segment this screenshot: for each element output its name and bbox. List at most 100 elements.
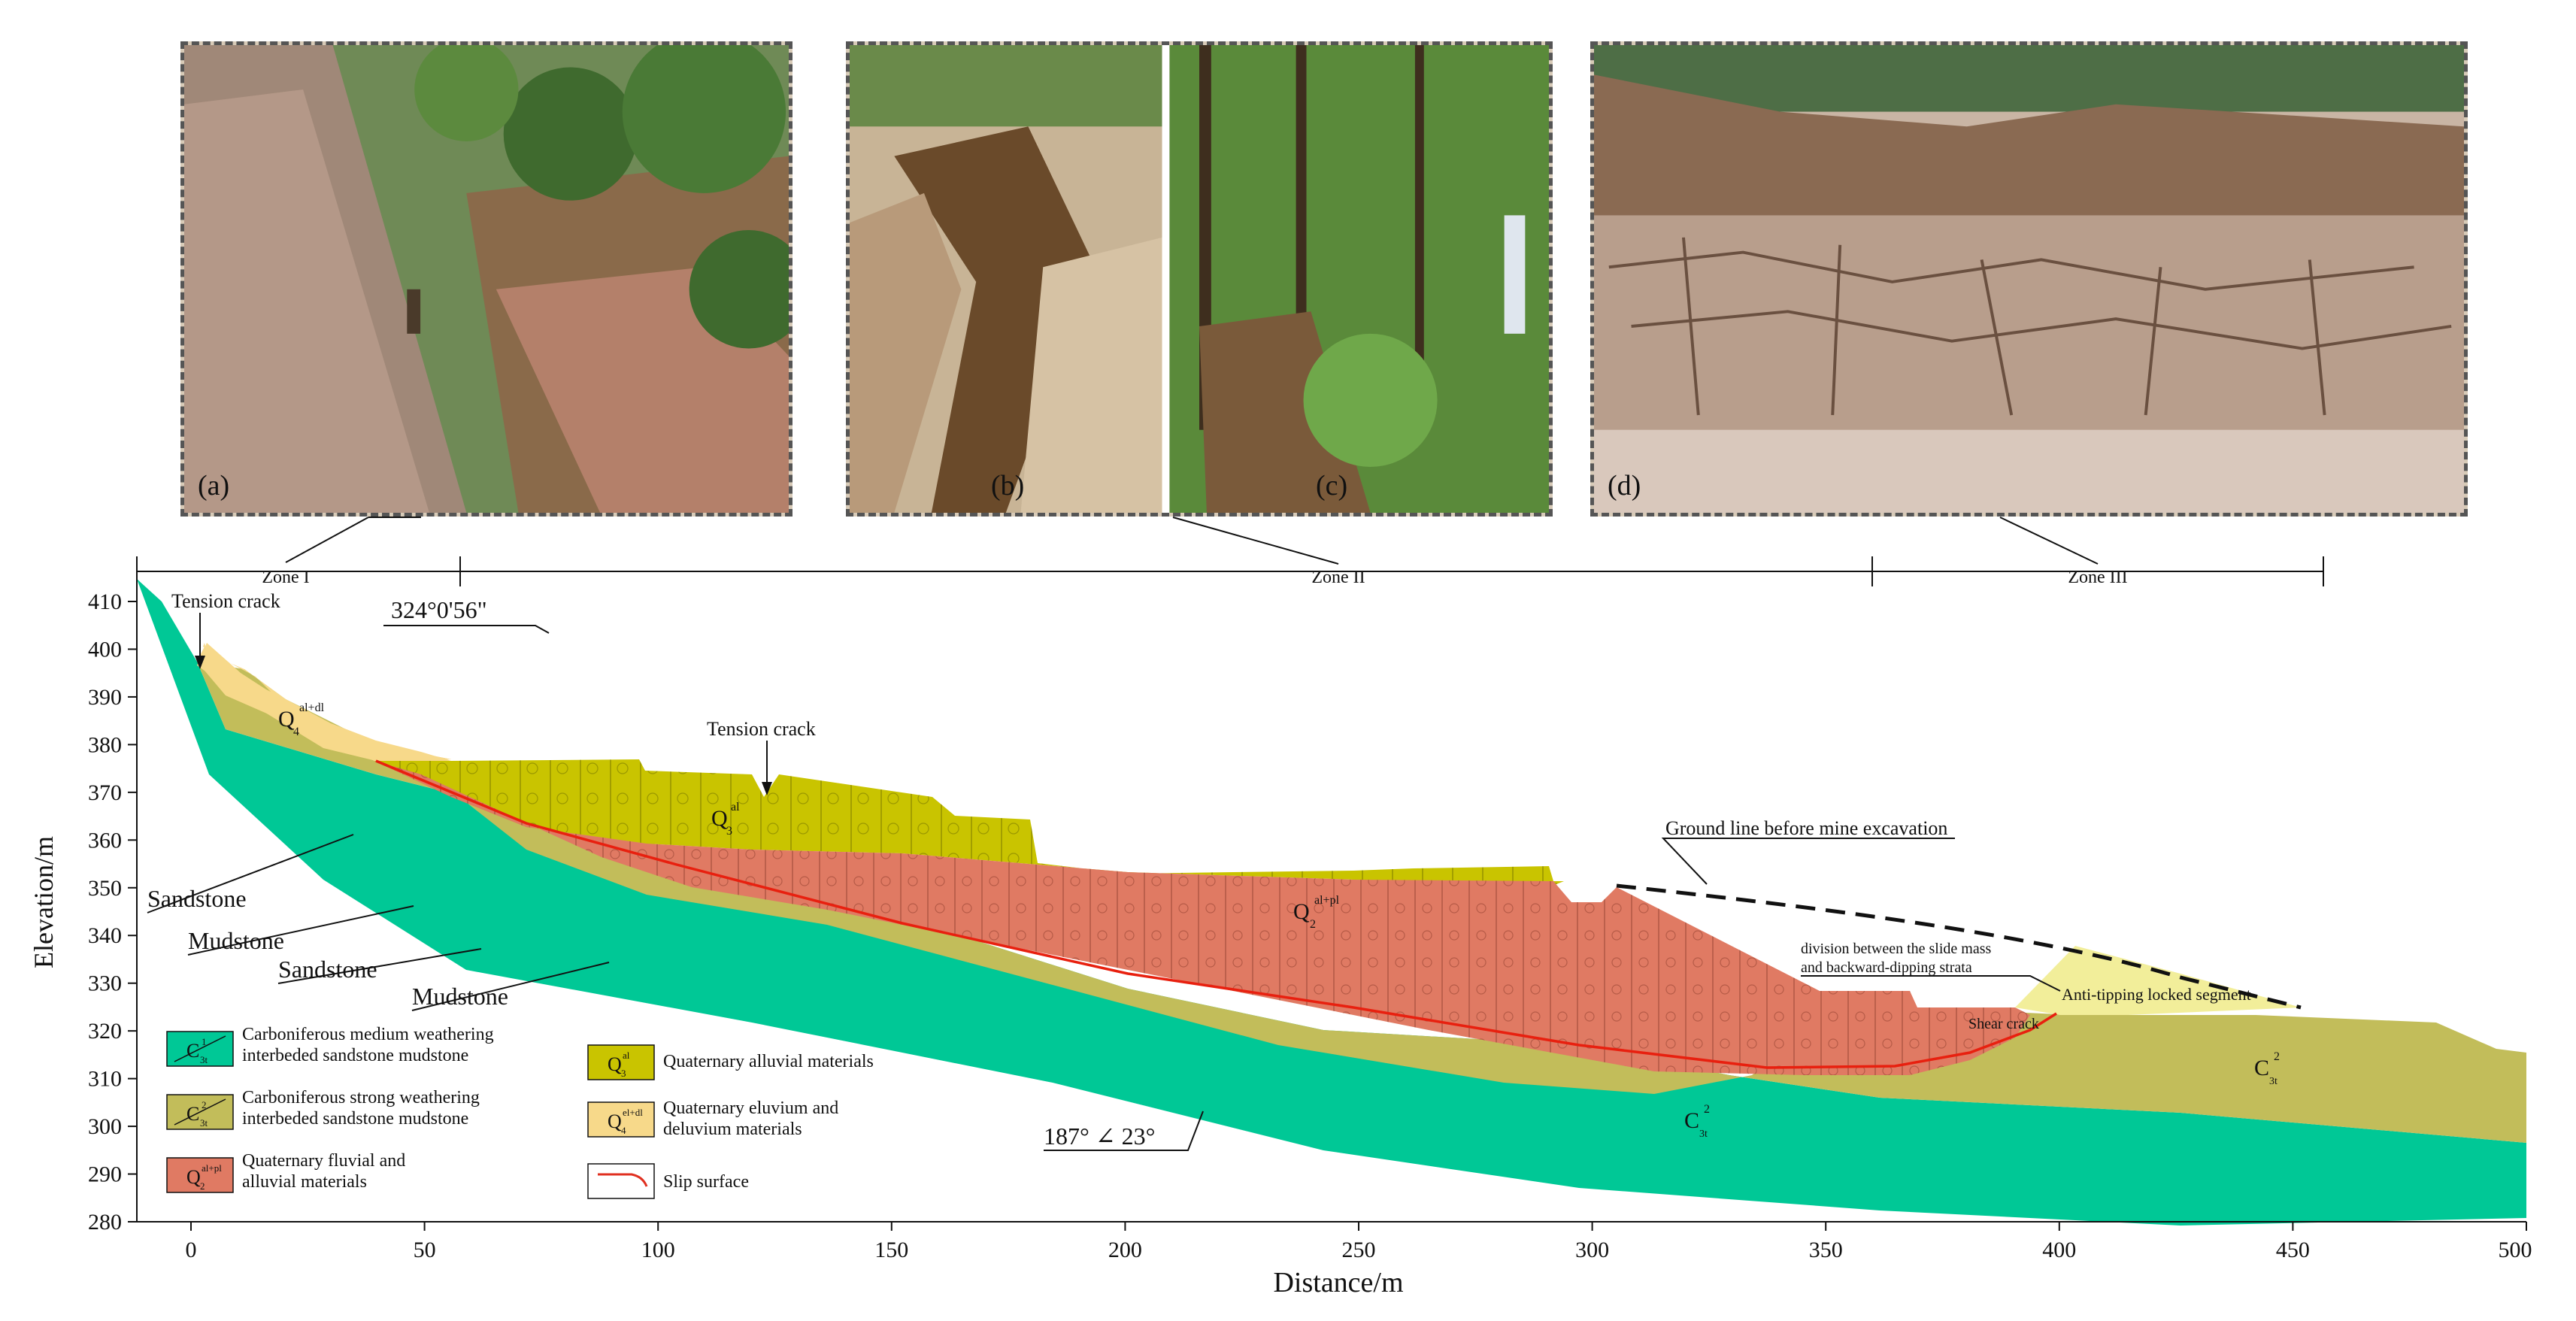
svg-text:al+dl: al+dl bbox=[299, 701, 325, 714]
svg-text:al+pl: al+pl bbox=[1314, 894, 1340, 907]
legend-text-1: Carboniferous strong weathering interbed… bbox=[242, 1087, 480, 1129]
photo-bc-image bbox=[850, 45, 1549, 513]
strata-leader-2 bbox=[187, 905, 414, 956]
photo-d-image bbox=[1594, 45, 2464, 513]
photo-bc: (b) (c) bbox=[846, 41, 1553, 517]
legend-symbol: Q bbox=[608, 1053, 622, 1075]
photo-a-image bbox=[184, 45, 789, 513]
legend-symbol-sub: 2 bbox=[200, 1180, 205, 1192]
legend-0-line1: Carboniferous medium weathering bbox=[242, 1025, 494, 1044]
legend-symbol: Q bbox=[186, 1166, 201, 1188]
y-tick-label: 400 bbox=[88, 637, 122, 662]
svg-text:2: 2 bbox=[1704, 1103, 1710, 1116]
zone-3-label: Zone III bbox=[2068, 568, 2127, 587]
tension-crack-label-1: Tension crack bbox=[171, 590, 280, 612]
legend-text-5: Slip surface bbox=[663, 1171, 749, 1192]
legend-symbol-sup: 1 bbox=[202, 1036, 207, 1047]
tension-crack-label-2: Tension crack bbox=[707, 718, 816, 740]
x-tick-label: 150 bbox=[874, 1238, 908, 1262]
x-tick-label: 100 bbox=[641, 1238, 675, 1262]
unit-c3t2-b: C 3t 2 bbox=[1684, 1103, 1710, 1140]
legend-2-line1: Quaternary fluvial and bbox=[242, 1151, 406, 1171]
svg-text:Q: Q bbox=[278, 707, 295, 732]
legend-swatch-4 bbox=[587, 1101, 655, 1138]
legend-2-line2: alluvial materials bbox=[242, 1172, 367, 1192]
x-tick-label: 50 bbox=[414, 1238, 436, 1262]
svg-text:al: al bbox=[731, 801, 740, 814]
strata-leader-3 bbox=[277, 948, 482, 984]
legend-swatch-2 bbox=[166, 1157, 234, 1193]
legend-symbol-sub: 4 bbox=[621, 1125, 626, 1136]
legend-slip-line bbox=[598, 1173, 648, 1187]
x-tick-label: 500 bbox=[2499, 1238, 2532, 1262]
legend-symbol-sup: al bbox=[623, 1050, 630, 1061]
y-tick-label: 390 bbox=[88, 685, 122, 710]
legend-5-line1: Slip surface bbox=[663, 1172, 749, 1192]
legend-text-2: Quaternary fluvial and alluvial material… bbox=[242, 1150, 405, 1192]
strata-leader-4 bbox=[411, 962, 610, 1011]
legend-symbol-sub: 3t bbox=[200, 1117, 208, 1129]
legend-text-3: Quaternary alluvial materials bbox=[663, 1051, 874, 1072]
photo-c-label: (c) bbox=[1316, 470, 1348, 501]
photo-d: (d) bbox=[1590, 41, 2468, 517]
strata-label-mudstone-1: Mudstone bbox=[188, 927, 284, 954]
x-tick-label: 400 bbox=[2042, 1238, 2076, 1262]
legend-3-line1: Quaternary alluvial materials bbox=[663, 1052, 874, 1071]
legend-swatch-3 bbox=[587, 1044, 655, 1080]
y-tick-label: 410 bbox=[88, 589, 122, 614]
ground-line-leader bbox=[1661, 838, 1955, 885]
legend-4-line2: deluvium materials bbox=[663, 1120, 802, 1139]
legend-1-line1: Carboniferous strong weathering bbox=[242, 1088, 480, 1107]
legend bbox=[166, 1031, 655, 1199]
legend-symbol-sup: el+dl bbox=[623, 1107, 643, 1118]
svg-text:3: 3 bbox=[726, 825, 732, 838]
x-tick-label: 450 bbox=[2276, 1238, 2310, 1262]
x-tick-label: 200 bbox=[1108, 1238, 1142, 1262]
photo-b-label: (b) bbox=[991, 470, 1025, 501]
legend-1-line2: interbeded sandstone mudstone bbox=[242, 1109, 469, 1129]
svg-text:4: 4 bbox=[293, 726, 299, 738]
tension-crack-arrowhead-1 bbox=[195, 656, 205, 669]
legend-symbol-sup: 2 bbox=[202, 1099, 207, 1110]
y-axis-title: Elevation/m bbox=[29, 836, 59, 968]
photo-a: (a) bbox=[180, 41, 792, 517]
dip-label: 187° ∠ 23° bbox=[1044, 1123, 1155, 1150]
unit-q3: Q 3 al bbox=[711, 801, 740, 838]
zone-2-label: Zone II bbox=[1311, 568, 1365, 587]
svg-text:C: C bbox=[2254, 1056, 2269, 1080]
x-tick-label: 250 bbox=[1342, 1238, 1376, 1262]
stratum-fluvial-q2-pattern bbox=[374, 761, 2030, 1075]
legend-symbol-sub: 3 bbox=[621, 1068, 626, 1079]
stratum-eluvium-wedge bbox=[197, 643, 451, 761]
strata-label-mudstone-2: Mudstone bbox=[412, 983, 508, 1010]
y-tick-label: 280 bbox=[88, 1210, 122, 1235]
y-tick-label: 380 bbox=[88, 732, 122, 757]
legend-symbol: Q bbox=[608, 1110, 622, 1132]
direction-underline bbox=[383, 625, 550, 634]
y-tick-label: 290 bbox=[88, 1162, 122, 1187]
leader-d bbox=[1999, 517, 2099, 565]
photo-d-label: (d) bbox=[1608, 470, 1641, 501]
svg-text:2: 2 bbox=[2274, 1050, 2280, 1063]
unit-q2: Q 2 al+pl bbox=[1293, 894, 1340, 931]
x-tick-label: 300 bbox=[1575, 1238, 1609, 1262]
ground-line-label: Ground line before mine excavation bbox=[1665, 817, 1947, 839]
legend-symbol: C bbox=[186, 1103, 199, 1125]
leader-bc bbox=[1172, 517, 1339, 565]
leader-a-left bbox=[285, 517, 369, 563]
legend-0-line2: interbeded sandstone mudstone bbox=[242, 1046, 469, 1065]
legend-4-line1: Quaternary eluvium and bbox=[663, 1098, 839, 1118]
y-tick-label: 330 bbox=[88, 971, 122, 996]
svg-text:3t: 3t bbox=[2269, 1076, 2277, 1087]
anti-tipping-segment bbox=[2015, 946, 2301, 1015]
ground-line-before-excavation bbox=[1616, 883, 2302, 1010]
division-label-1: division between the slide mass bbox=[1801, 941, 1992, 957]
y-tick-label: 310 bbox=[88, 1067, 122, 1092]
svg-text:2: 2 bbox=[1310, 918, 1316, 931]
svg-text:3t: 3t bbox=[1699, 1129, 1708, 1140]
tension-crack-arrowhead-2 bbox=[762, 782, 772, 795]
y-tick-label: 360 bbox=[88, 828, 122, 853]
legend-symbol: C bbox=[186, 1040, 199, 1062]
legend-text-0: Carboniferous medium weathering interbed… bbox=[242, 1024, 494, 1066]
